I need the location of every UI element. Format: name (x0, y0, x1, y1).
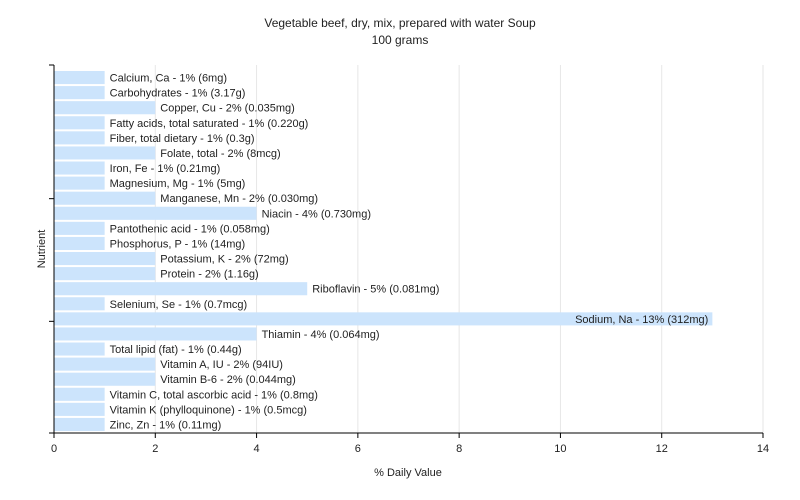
x-tick-label: 2 (152, 443, 158, 455)
grid-lines (154, 65, 764, 433)
bar (54, 101, 156, 115)
bar-label: Iron, Fe - 1% (0.21mg) (110, 163, 221, 175)
bar (54, 86, 105, 100)
bar-label: Folate, total - 2% (8mcg) (160, 148, 280, 160)
bar (54, 402, 105, 416)
x-tick-label: 8 (456, 443, 462, 455)
bar (54, 206, 257, 220)
bar-label: Manganese, Mn - 2% (0.030mg) (160, 193, 318, 205)
bar (54, 236, 105, 250)
bar (54, 417, 105, 431)
bar-label: Vitamin K (phylloquinone) - 1% (0.5mcg) (110, 404, 307, 416)
bar (54, 131, 105, 145)
y-axis-label: Nutrient (36, 230, 48, 269)
bar-label: Riboflavin - 5% (0.081mg) (312, 284, 439, 296)
bar-label: Magnesium, Mg - 1% (5mg) (110, 178, 246, 190)
axes: 0 2 4 6 8 10 12 14 (49, 64, 769, 455)
bar (54, 357, 156, 371)
bar-label: Fiber, total dietary - 1% (0.3g) (110, 133, 255, 145)
bar-label: Fatty acids, total saturated - 1% (0.220… (110, 118, 309, 130)
bar (54, 372, 156, 386)
bar-label: Vitamin C, total ascorbic acid - 1% (0.8… (110, 389, 318, 401)
bar-label: Protein - 2% (1.16g) (160, 269, 258, 281)
bar (54, 161, 105, 175)
bar (54, 221, 105, 235)
x-tick-label: 4 (254, 443, 260, 455)
bar (54, 191, 156, 205)
bar-label: Niacin - 4% (0.730mg) (262, 208, 371, 220)
chart-subtitle: 100 grams (372, 33, 429, 47)
bar (54, 327, 257, 341)
bar-label: Total lipid (fat) - 1% (0.44g) (110, 344, 242, 356)
bar (54, 282, 308, 296)
bar-label: Vitamin A, IU - 2% (94IU) (160, 359, 283, 371)
bar-label: Vitamin B-6 - 2% (0.044mg) (160, 374, 296, 386)
x-tick-label: 0 (51, 443, 57, 455)
bar-label: Sodium, Na - 13% (312mg) (575, 314, 708, 326)
x-tick-label: 6 (355, 443, 361, 455)
bar (54, 71, 105, 85)
bar (54, 176, 105, 190)
bar (54, 267, 156, 281)
bar (54, 252, 156, 266)
x-tick-label: 12 (656, 443, 668, 455)
bar (54, 297, 105, 311)
x-tick-label: 10 (554, 443, 566, 455)
bar-label: Calcium, Ca - 1% (6mg) (110, 73, 227, 85)
bar-label: Carbohydrates - 1% (3.17g) (110, 88, 246, 100)
bar-label: Selenium, Se - 1% (0.7mcg) (110, 299, 248, 311)
bar (54, 116, 105, 130)
bar-label: Zinc, Zn - 1% (0.11mg) (110, 419, 222, 431)
bar (54, 387, 105, 401)
bar-label: Thiamin - 4% (0.064mg) (262, 329, 380, 341)
chart-title: Vegetable beef, dry, mix, prepared with … (264, 16, 536, 30)
bar (54, 342, 105, 356)
bar-label: Copper, Cu - 2% (0.035mg) (160, 103, 295, 115)
bar (54, 146, 156, 160)
bar-label: Pantothenic acid - 1% (0.058mg) (110, 223, 270, 235)
bar-label: Potassium, K - 2% (72mg) (160, 254, 288, 266)
bar (54, 312, 713, 326)
x-axis-label: % Daily Value (374, 467, 442, 479)
x-tick-label: 14 (757, 443, 769, 455)
bars: Calcium, Ca - 1% (6mg) Carbohydrates - 1%… (54, 71, 713, 431)
bar-label: Phosphorus, P - 1% (14mg) (110, 238, 246, 250)
